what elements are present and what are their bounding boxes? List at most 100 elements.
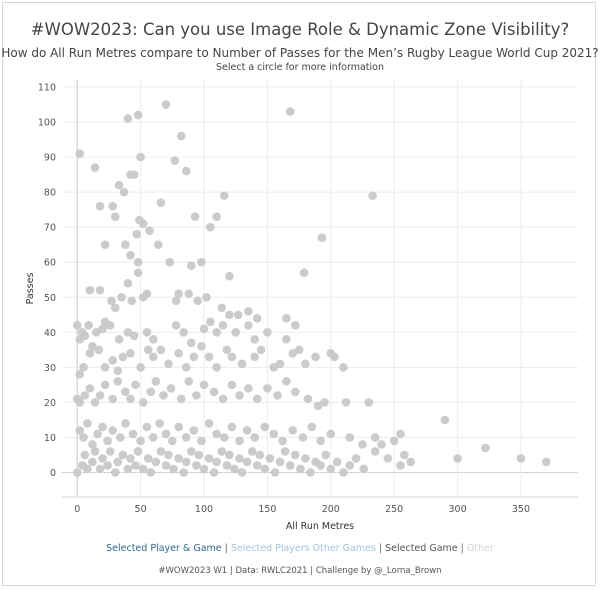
data-point[interactable]	[377, 440, 386, 449]
data-point[interactable]	[269, 363, 279, 372]
data-point[interactable]	[154, 240, 163, 249]
legend-other[interactable]: Other	[466, 543, 494, 554]
data-point[interactable]	[123, 328, 133, 337]
data-point[interactable]	[307, 422, 317, 432]
data-point[interactable]	[75, 426, 85, 435]
data-point[interactable]	[250, 335, 260, 344]
data-point[interactable]	[123, 114, 133, 123]
data-point[interactable]	[345, 461, 355, 470]
data-point[interactable]	[368, 191, 377, 200]
data-point[interactable]	[170, 156, 180, 165]
data-point[interactable]	[242, 457, 252, 467]
data-point[interactable]	[275, 457, 285, 467]
data-point[interactable]	[321, 450, 331, 460]
data-point[interactable]	[129, 331, 139, 341]
data-point[interactable]	[206, 317, 215, 327]
data-point[interactable]	[282, 377, 291, 386]
data-point[interactable]	[311, 352, 320, 362]
data-point[interactable]	[197, 257, 206, 267]
data-point[interactable]	[219, 433, 229, 442]
data-point[interactable]	[129, 170, 139, 179]
data-point[interactable]	[290, 450, 300, 460]
data-point[interactable]	[278, 436, 287, 446]
data-point[interactable]	[93, 429, 102, 439]
data-point[interactable]	[265, 454, 275, 463]
data-point[interactable]	[225, 450, 234, 460]
data-point[interactable]	[255, 450, 265, 460]
data-point[interactable]	[204, 419, 214, 428]
data-point[interactable]	[358, 440, 367, 449]
data-point[interactable]	[197, 436, 206, 446]
data-point[interactable]	[98, 422, 107, 432]
data-point[interactable]	[383, 454, 393, 463]
data-point[interactable]	[181, 457, 191, 467]
data-point[interactable]	[316, 436, 325, 446]
data-point[interactable]	[126, 394, 135, 404]
data-point[interactable]	[171, 296, 181, 306]
data-point[interactable]	[174, 422, 183, 432]
data-point[interactable]	[90, 398, 100, 407]
data-point[interactable]	[237, 468, 247, 477]
data-point[interactable]	[113, 366, 123, 376]
data-point[interactable]	[187, 447, 196, 456]
data-point[interactable]	[131, 461, 140, 470]
data-point[interactable]	[250, 352, 260, 362]
data-point[interactable]	[187, 261, 196, 271]
data-point[interactable]	[269, 429, 279, 439]
data-point[interactable]	[235, 391, 244, 400]
data-point[interactable]	[351, 454, 361, 463]
data-point[interactable]	[136, 363, 145, 372]
data-point[interactable]	[326, 429, 336, 439]
data-point[interactable]	[171, 320, 181, 330]
data-point[interactable]	[217, 447, 227, 456]
data-point[interactable]	[165, 257, 175, 267]
data-point[interactable]	[103, 436, 112, 446]
data-point[interactable]	[138, 219, 148, 228]
data-point[interactable]	[252, 313, 262, 323]
data-point[interactable]	[118, 352, 128, 362]
data-point[interactable]	[121, 240, 130, 249]
data-point[interactable]	[75, 370, 85, 379]
data-point[interactable]	[118, 450, 128, 460]
data-point[interactable]	[330, 352, 339, 362]
data-point[interactable]	[206, 222, 215, 232]
data-point[interactable]	[197, 342, 206, 351]
data-point[interactable]	[95, 201, 105, 211]
data-point[interactable]	[313, 401, 323, 411]
data-point[interactable]	[164, 450, 173, 460]
data-point[interactable]	[184, 377, 194, 386]
data-point[interactable]	[235, 436, 244, 446]
legend-selected-game[interactable]: Selected Game	[385, 543, 458, 554]
data-point[interactable]	[280, 447, 290, 456]
data-point[interactable]	[252, 461, 262, 470]
data-point[interactable]	[244, 306, 253, 316]
data-point[interactable]	[389, 436, 399, 446]
data-point[interactable]	[146, 387, 156, 397]
data-point[interactable]	[114, 180, 124, 190]
data-point[interactable]	[143, 454, 153, 463]
data-point[interactable]	[151, 457, 161, 467]
data-point[interactable]	[83, 464, 92, 474]
data-point[interactable]	[142, 328, 152, 337]
data-point[interactable]	[290, 320, 300, 330]
data-point[interactable]	[91, 328, 101, 337]
data-point[interactable]	[85, 349, 95, 358]
data-point[interactable]	[161, 461, 171, 470]
data-point[interactable]	[107, 296, 116, 306]
data-point[interactable]	[192, 391, 201, 400]
data-point[interactable]	[80, 391, 90, 400]
data-point[interactable]	[339, 363, 348, 372]
data-point[interactable]	[317, 233, 327, 242]
data-point[interactable]	[440, 415, 450, 425]
data-point[interactable]	[167, 436, 177, 446]
data-point[interactable]	[176, 131, 186, 141]
data-point[interactable]	[138, 464, 148, 474]
data-point[interactable]	[121, 387, 130, 397]
data-point[interactable]	[174, 289, 183, 299]
data-point[interactable]	[192, 461, 201, 470]
data-point[interactable]	[242, 426, 252, 435]
data-point[interactable]	[233, 310, 243, 320]
data-point[interactable]	[320, 398, 329, 407]
data-point[interactable]	[282, 335, 291, 344]
data-point[interactable]	[94, 345, 104, 355]
